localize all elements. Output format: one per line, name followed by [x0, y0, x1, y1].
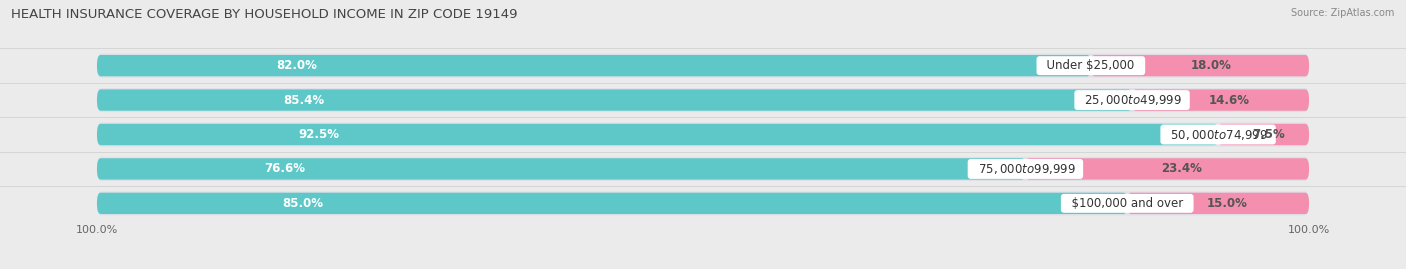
FancyBboxPatch shape — [97, 122, 1309, 147]
Text: 15.0%: 15.0% — [1206, 197, 1247, 210]
FancyBboxPatch shape — [1132, 89, 1309, 111]
FancyBboxPatch shape — [97, 54, 1309, 78]
FancyBboxPatch shape — [97, 193, 1128, 214]
Text: 82.0%: 82.0% — [276, 59, 316, 72]
FancyBboxPatch shape — [97, 55, 1091, 76]
Text: 18.0%: 18.0% — [1191, 59, 1232, 72]
FancyBboxPatch shape — [97, 124, 1218, 145]
Text: 23.4%: 23.4% — [1161, 162, 1202, 175]
Text: 92.5%: 92.5% — [298, 128, 340, 141]
Text: $100,000 and over: $100,000 and over — [1064, 197, 1191, 210]
FancyBboxPatch shape — [97, 158, 1025, 180]
FancyBboxPatch shape — [97, 191, 1309, 215]
Text: 7.5%: 7.5% — [1251, 128, 1285, 141]
FancyBboxPatch shape — [97, 157, 1309, 181]
Text: 85.0%: 85.0% — [283, 197, 323, 210]
FancyBboxPatch shape — [97, 89, 1132, 111]
Text: Source: ZipAtlas.com: Source: ZipAtlas.com — [1291, 8, 1395, 18]
FancyBboxPatch shape — [97, 88, 1309, 112]
FancyBboxPatch shape — [1128, 193, 1309, 214]
FancyBboxPatch shape — [1218, 124, 1309, 145]
Text: $50,000 to $74,999: $50,000 to $74,999 — [1163, 128, 1272, 141]
Text: HEALTH INSURANCE COVERAGE BY HOUSEHOLD INCOME IN ZIP CODE 19149: HEALTH INSURANCE COVERAGE BY HOUSEHOLD I… — [11, 8, 517, 21]
Text: 76.6%: 76.6% — [264, 162, 305, 175]
Text: $75,000 to $99,999: $75,000 to $99,999 — [970, 162, 1080, 176]
FancyBboxPatch shape — [1025, 158, 1309, 180]
FancyBboxPatch shape — [1091, 55, 1309, 76]
Text: 85.4%: 85.4% — [283, 94, 325, 107]
Text: Under $25,000: Under $25,000 — [1039, 59, 1142, 72]
Text: $25,000 to $49,999: $25,000 to $49,999 — [1077, 93, 1187, 107]
Text: 14.6%: 14.6% — [1209, 94, 1250, 107]
